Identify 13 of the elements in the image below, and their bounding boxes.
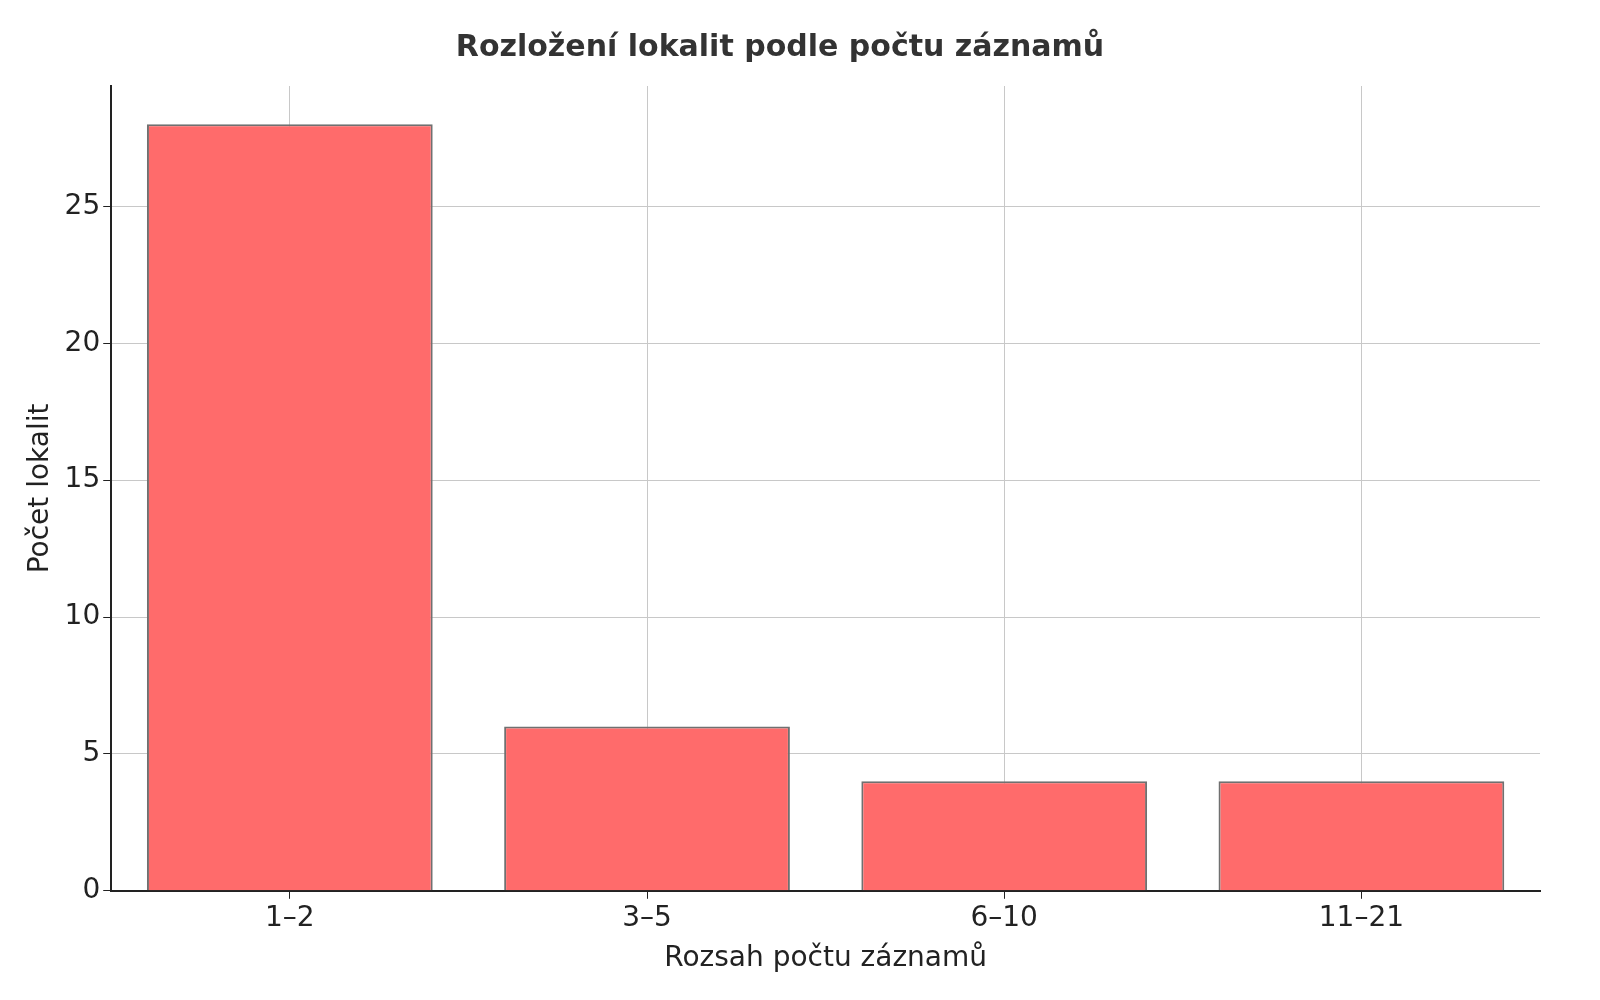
y-tick-label: 15	[64, 461, 101, 495]
y-tick-label: 5	[82, 735, 101, 769]
y-tick-label: 25	[64, 187, 101, 221]
chart-title: Rozložení lokalit podle počtu záznamů	[455, 27, 1105, 63]
y-tick-label: 0	[82, 872, 101, 906]
x-tick-label: 3–5	[622, 899, 672, 933]
x-axis-title: Rozsah počtu záznamů	[664, 940, 988, 974]
y-tick-label: 20	[64, 324, 101, 358]
y-axis-title: Počet lokalit	[22, 403, 56, 574]
x-tick-label: 1–2	[265, 899, 315, 933]
x-tick-label: 11–21	[1318, 899, 1405, 933]
y-tick-label: 10	[64, 598, 101, 632]
x-tick-label: 6–10	[970, 899, 1038, 933]
